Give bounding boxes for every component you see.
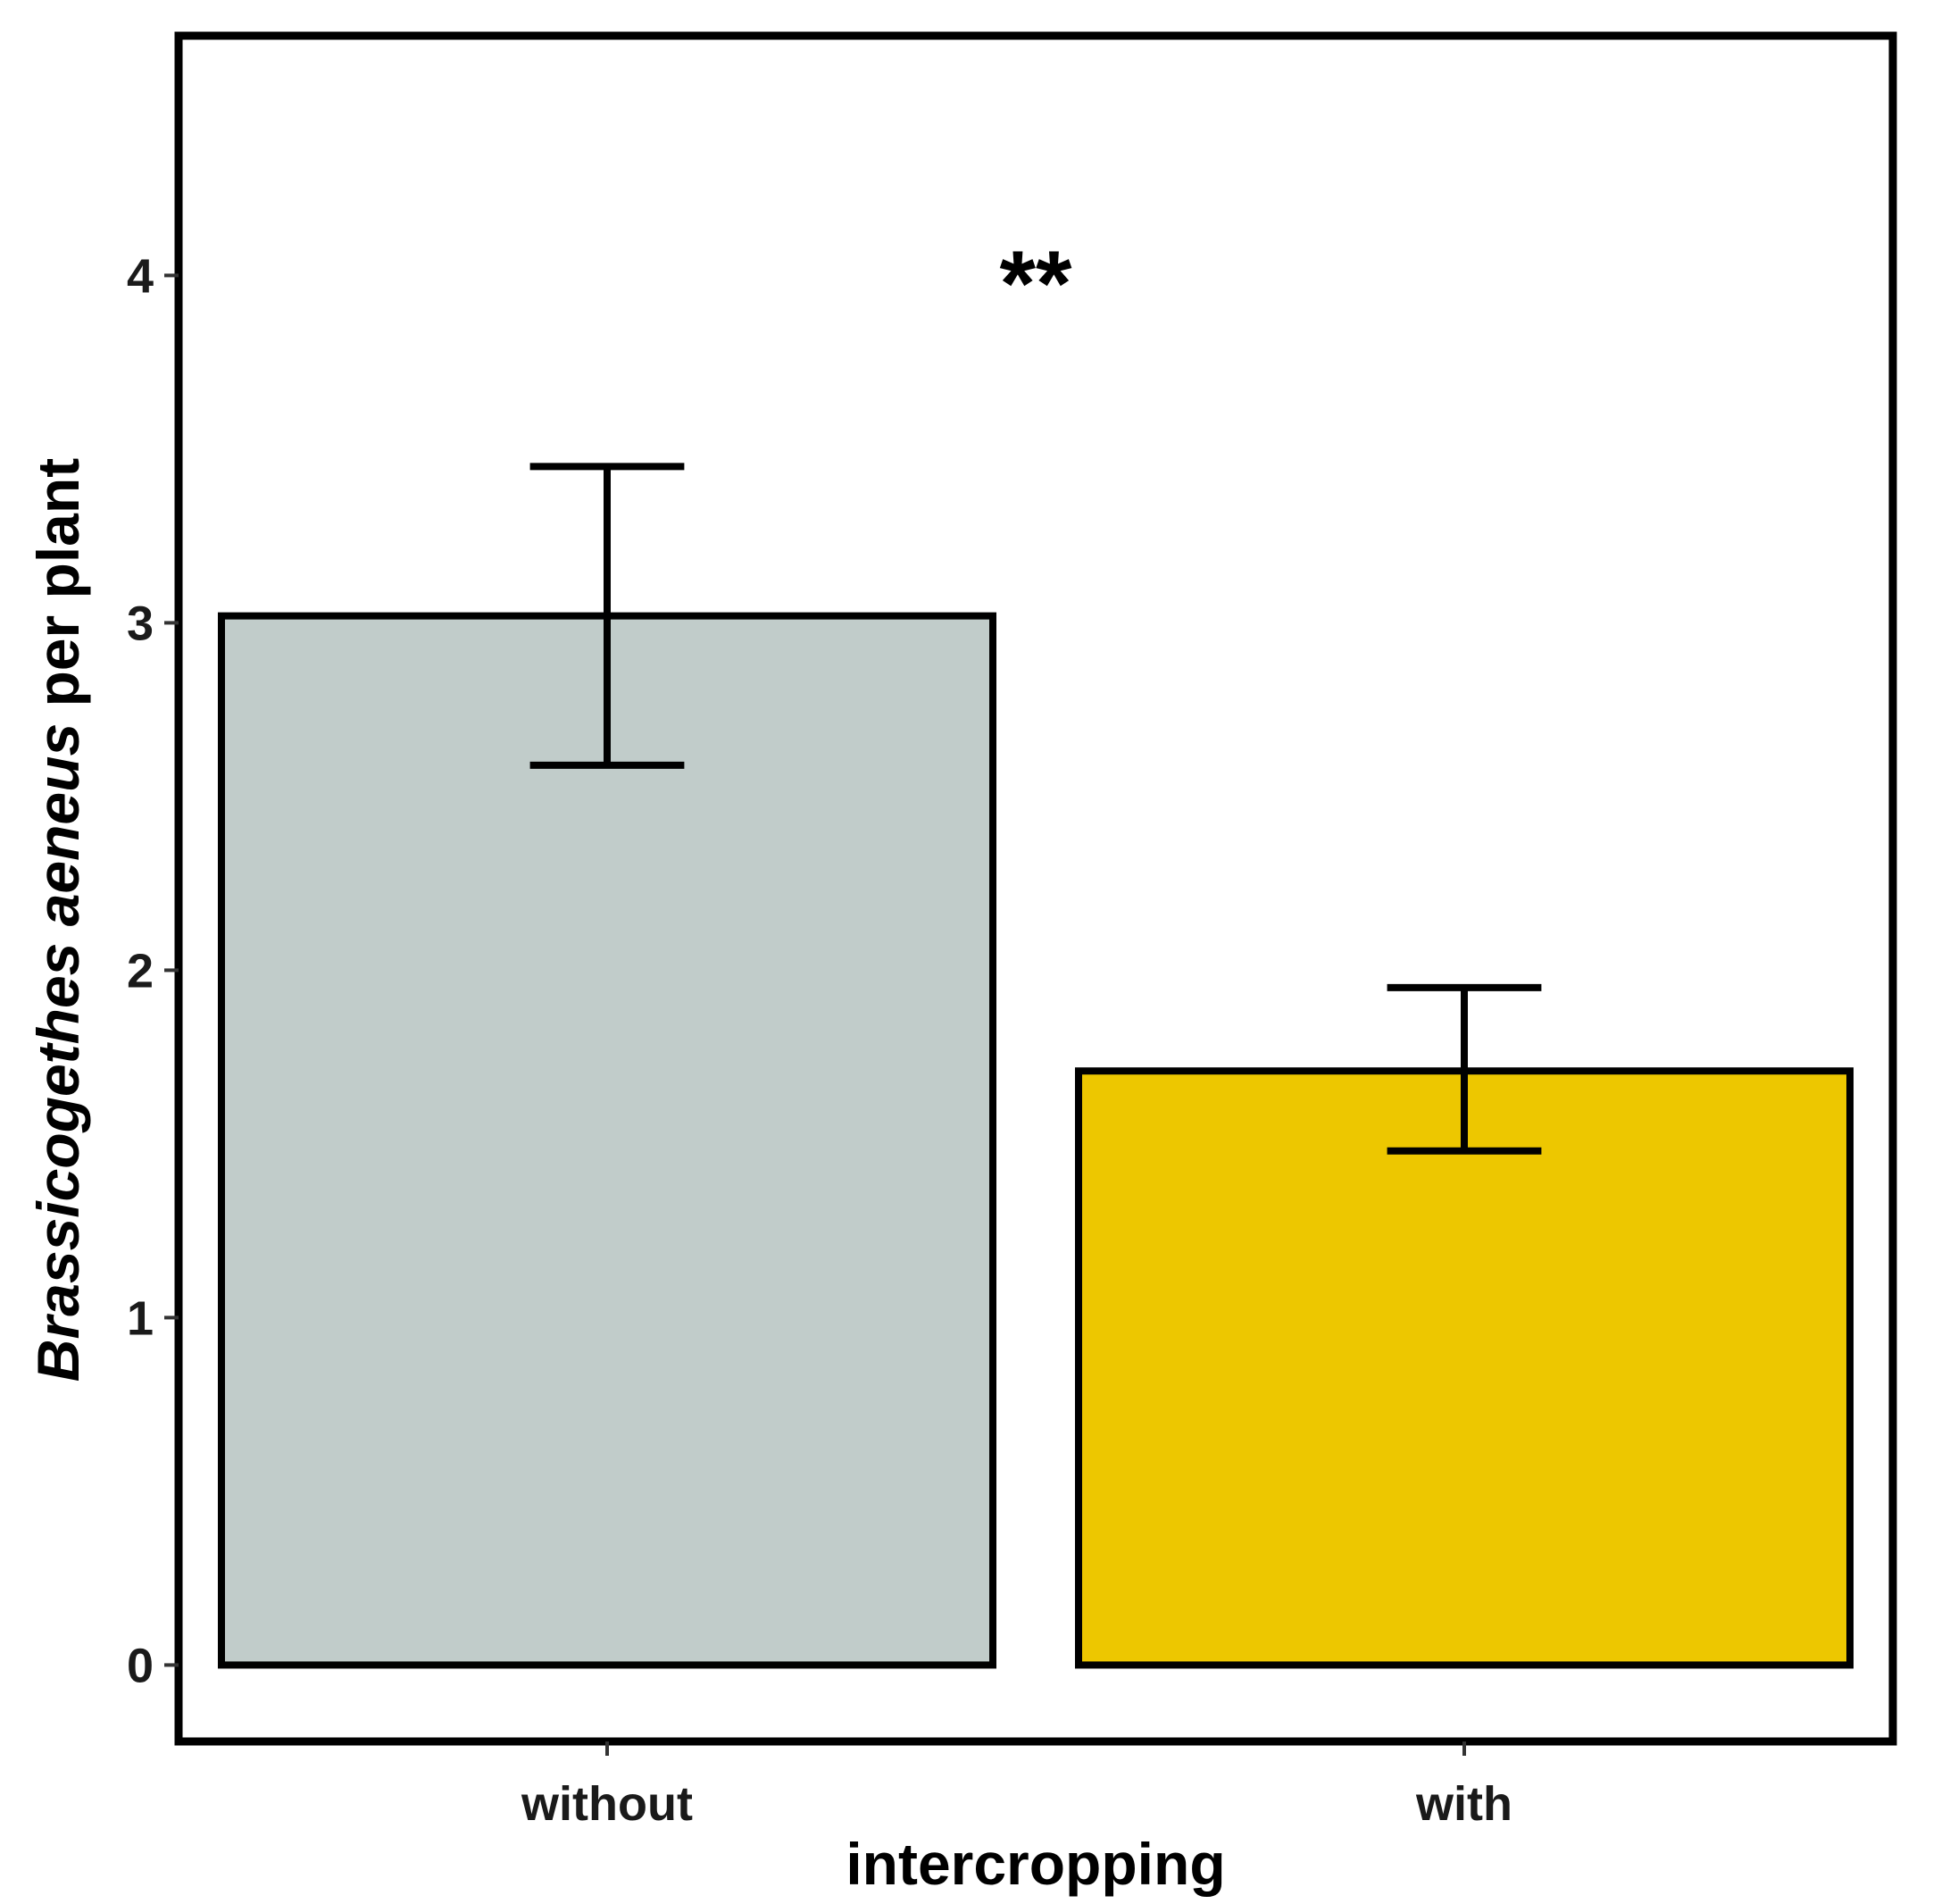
error-bars-layer: [529, 463, 1542, 1155]
y-axis-title-species: Brassicogethes aeneus: [25, 723, 91, 1382]
y-tick-label: 3: [127, 597, 154, 650]
error-bar-without: [529, 463, 685, 769]
y-tick-label: 1: [127, 1291, 154, 1345]
x-tick-label: with: [1415, 1777, 1512, 1831]
x-axis-title: intercropping: [846, 1831, 1225, 1897]
bar-without: [218, 612, 996, 1669]
y-axis-title: Brassicogethes aeneus per plant: [25, 458, 91, 1382]
y-tick-label: 2: [127, 944, 154, 998]
y-axis: 0 1 2 3 4: [127, 249, 179, 1692]
error-bar-with: [1387, 983, 1542, 1155]
x-tick-label: without: [521, 1777, 693, 1831]
x-axis: without with: [521, 1741, 1512, 1831]
y-tick-label: 0: [127, 1639, 154, 1692]
significance-annotation: **: [1000, 232, 1072, 336]
y-tick-label: 4: [127, 249, 154, 303]
plot-panel-border: [174, 31, 1897, 1746]
bar-with: [1075, 1067, 1854, 1669]
y-axis-title-unit: per plant: [25, 458, 91, 723]
